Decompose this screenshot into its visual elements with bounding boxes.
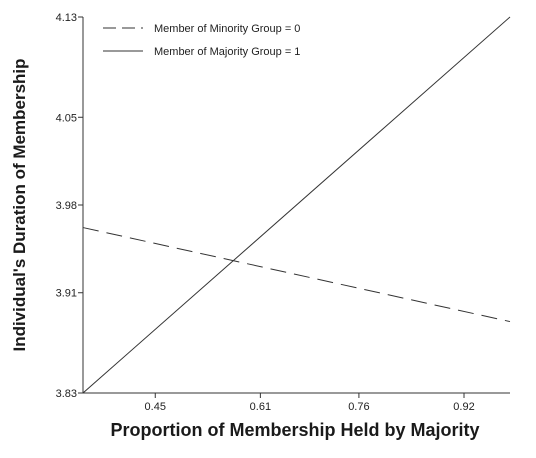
legend-label: Member of Minority Group = 0	[154, 23, 300, 35]
y-tick-label: 4.13	[56, 12, 77, 24]
y-tick-label: 3.83	[56, 388, 77, 400]
x-axis-title: Proportion of Membership Held by Majorit…	[110, 420, 479, 440]
y-axis-ticks: 3.83 3.91 3.98 4.05 4.13	[56, 12, 83, 400]
y-axis-title: Individual's Duration of Membership	[10, 58, 29, 351]
y-tick-label: 3.98	[56, 200, 77, 212]
plot-area: 0.45 0.61 0.76 0.92 3.83 3.91 3.98 4.05 4.13	[56, 12, 511, 413]
y-tick-label: 3.91	[56, 288, 77, 300]
x-tick-label: 0.76	[348, 401, 369, 413]
x-tick-label: 0.92	[453, 401, 474, 413]
legend: Member of Minority Group = 0 Member of Ma…	[103, 23, 300, 58]
series-lines	[82, 16, 511, 394]
x-tick-label: 0.45	[145, 401, 166, 413]
x-tick-label: 0.61	[250, 401, 271, 413]
legend-label: Member of Majority Group = 1	[154, 46, 300, 58]
series-line-majority	[82, 16, 511, 394]
series-line-minority	[82, 227, 511, 323]
y-tick-label: 4.05	[56, 112, 77, 124]
x-axis-ticks: 0.45 0.61 0.76 0.92	[145, 393, 475, 413]
